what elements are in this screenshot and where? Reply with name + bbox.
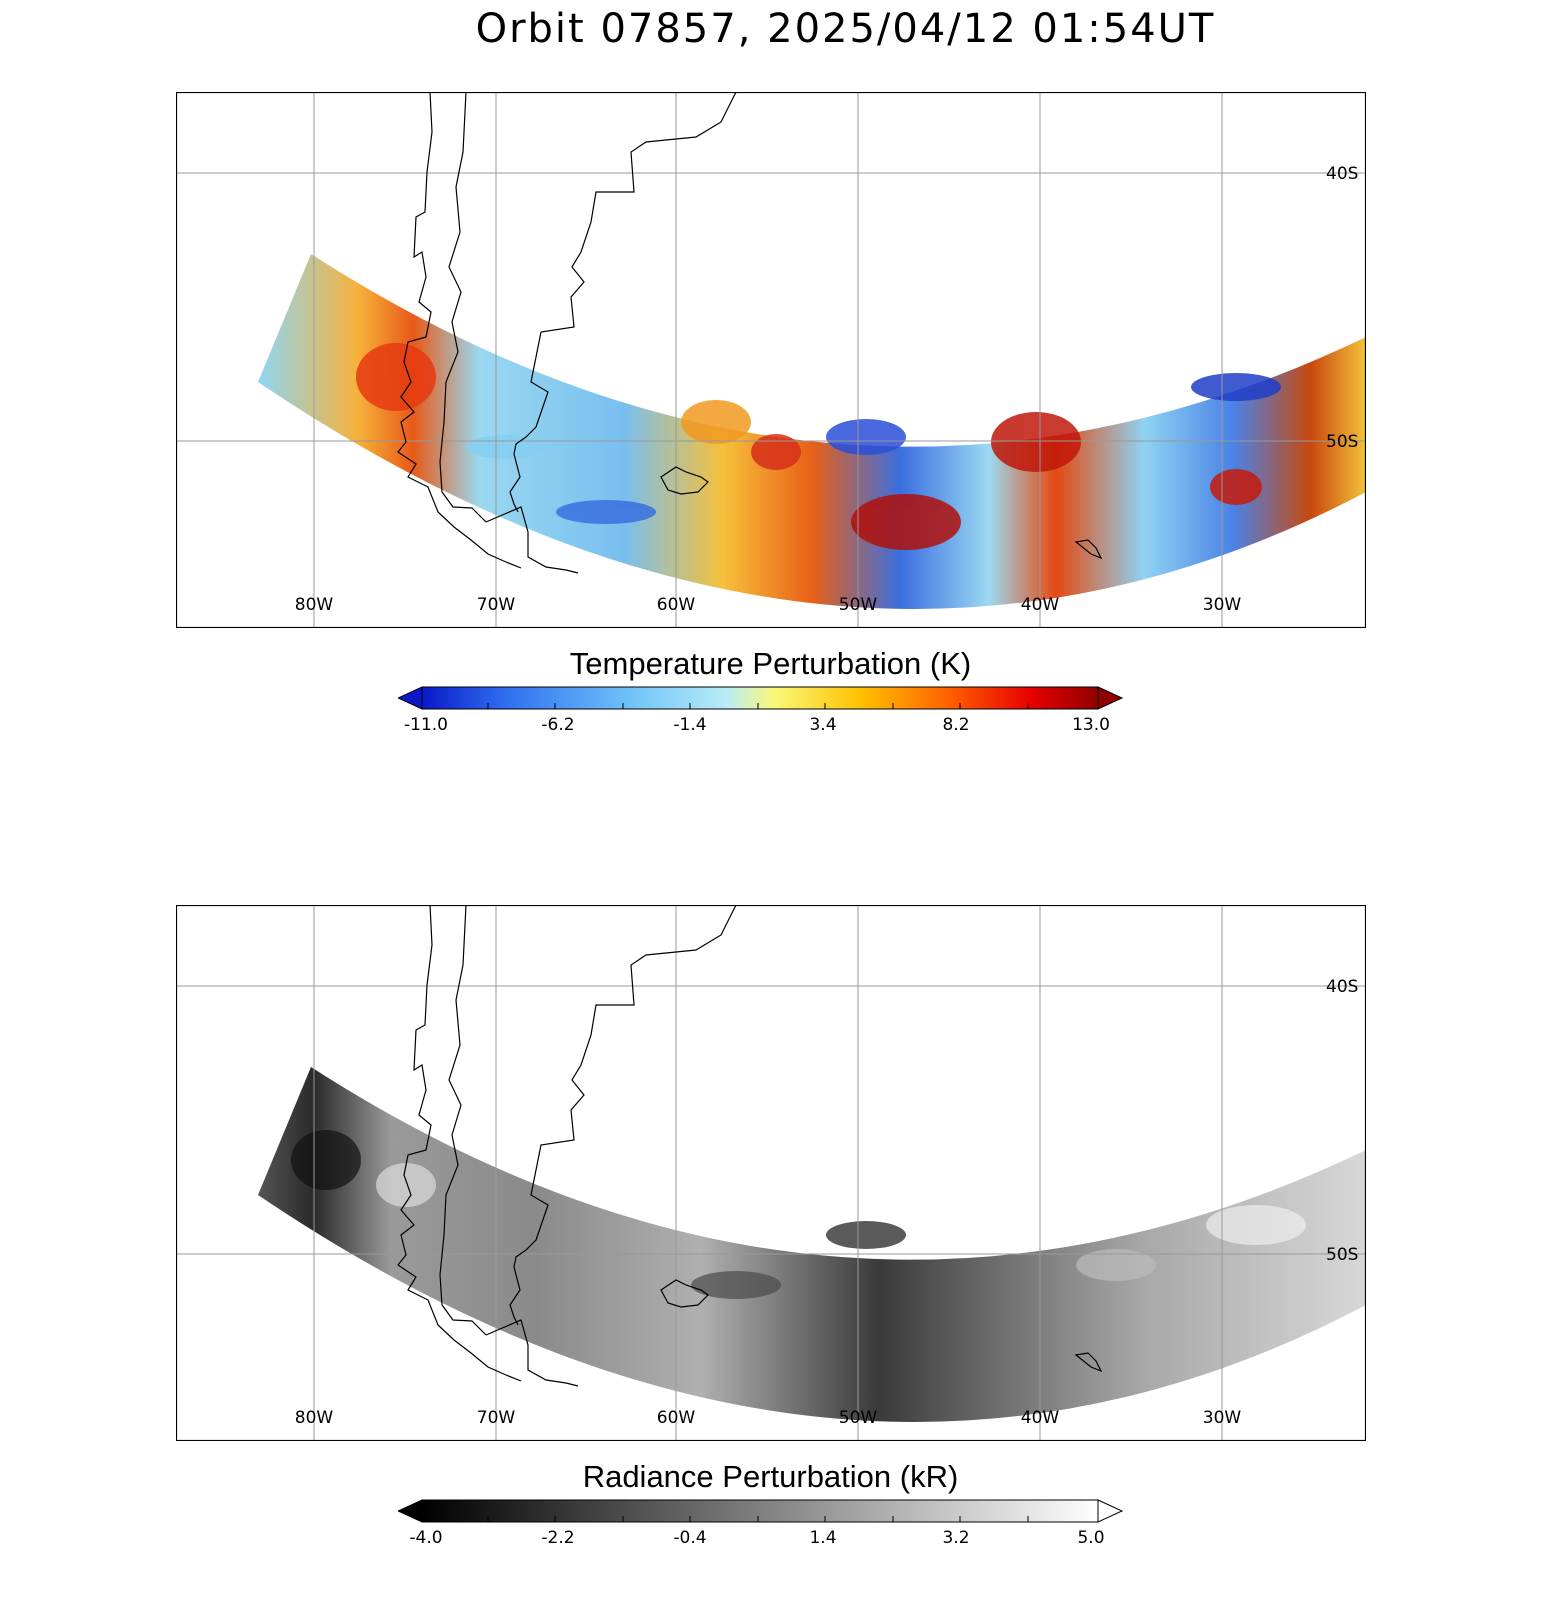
temperature-tick-1: -6.2 [541, 715, 574, 735]
lon-label-70w: 70W [477, 595, 516, 615]
colorbar-min-arrow [396, 1499, 423, 1523]
temperature-colorbar-title: Temperature Perturbation (K) [569, 646, 972, 681]
radiance-tick-1: -2.2 [541, 1528, 574, 1548]
radiance-tick-0: -4.0 [409, 1528, 442, 1548]
lon-label-30w: 30W [1203, 1408, 1242, 1428]
lon-label-50w: 50W [839, 1408, 878, 1428]
colorbar-max-arrow [1097, 1499, 1124, 1523]
temperature-tick-0: -11.0 [404, 715, 448, 735]
radiance-colorbar: -4.0 -2.2 -0.4 1.4 3.2 5.0 [396, 1497, 1148, 1557]
lon-label-70w: 70W [477, 1408, 516, 1428]
lon-label-60w: 60W [657, 1408, 696, 1428]
lat-label-50s: 50S [1326, 432, 1358, 452]
lat-label-40s: 40S [1326, 977, 1358, 997]
temperature-swath [258, 254, 1366, 610]
colorbar-min-arrow [396, 686, 423, 710]
lon-label-50w: 50W [839, 595, 878, 615]
temperature-tick-5: 13.0 [1072, 715, 1110, 735]
colorbar-max-arrow [1097, 686, 1124, 710]
figure-title: Orbit 07857, 2025/04/12 01:54UT [475, 6, 1216, 52]
temperature-colorbar: -11.0 -6.2 -1.4 3.4 8.2 13.0 [396, 684, 1148, 744]
temperature-tick-4: 8.2 [942, 715, 969, 735]
coastlines [397, 905, 1103, 1387]
graticule [176, 905, 1366, 1441]
temperature-map-panel: 80W 70W 60W 50W 40W 30W 40S 50S [176, 92, 1366, 628]
radiance-colorbar-ramp [421, 1499, 1099, 1523]
coastlines [397, 92, 1103, 574]
temperature-anomalies [356, 343, 1281, 550]
lon-label-60w: 60W [657, 595, 696, 615]
lat-label-50s: 50S [1326, 1245, 1358, 1265]
temperature-tick-2: -1.4 [673, 715, 706, 735]
radiance-map-panel: 80W 70W 60W 50W 40W 30W 40S 50S [176, 905, 1366, 1441]
radiance-colorbar-title: Radiance Perturbation (kR) [582, 1459, 959, 1494]
lon-label-80w: 80W [295, 595, 334, 615]
temperature-map: 80W 70W 60W 50W 40W 30W 40S 50S [176, 92, 1366, 628]
radiance-tick-2: -0.4 [673, 1528, 706, 1548]
radiance-tick-4: 3.2 [942, 1528, 969, 1548]
radiance-tick-3: 1.4 [809, 1528, 836, 1548]
lon-label-30w: 30W [1203, 595, 1242, 615]
graticule [176, 92, 1366, 628]
lat-label-40s: 40S [1326, 164, 1358, 184]
lon-label-40w: 40W [1021, 1408, 1060, 1428]
radiance-anomalies [291, 1130, 1306, 1299]
temperature-colorbar-ramp [421, 686, 1099, 710]
radiance-map: 80W 70W 60W 50W 40W 30W 40S 50S [176, 905, 1366, 1441]
lon-label-80w: 80W [295, 1408, 334, 1428]
radiance-tick-5: 5.0 [1077, 1528, 1104, 1548]
lon-label-40w: 40W [1021, 595, 1060, 615]
temperature-tick-3: 3.4 [809, 715, 836, 735]
radiance-swath [258, 1067, 1366, 1423]
